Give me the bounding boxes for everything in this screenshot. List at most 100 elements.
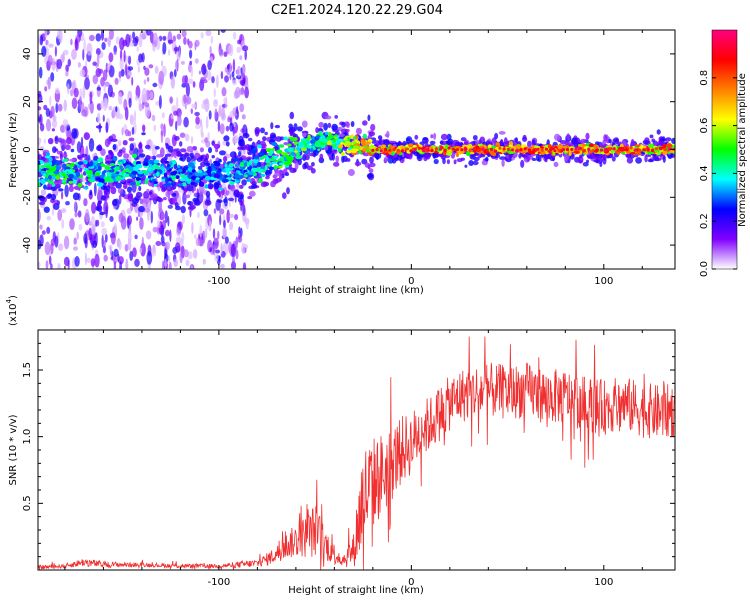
spectrogram-mark-3601 xyxy=(375,148,379,152)
spectrogram-mark-3646 xyxy=(566,147,570,152)
spectrogram-mark-791 xyxy=(236,106,239,115)
spectrogram-mark-860 xyxy=(74,211,78,218)
spectrogram-mark-341 xyxy=(165,229,170,237)
spectrogram-mark-1150 xyxy=(81,153,88,158)
spectrogram-mark-160 xyxy=(228,200,231,208)
spectrogram-mark-888 xyxy=(103,240,106,248)
spectrogram-mark-781 xyxy=(109,30,114,40)
spectrogram-mark-825 xyxy=(139,247,143,254)
spectrogram-mark-561 xyxy=(88,227,92,241)
colorbar-ticks: 0.0 0.2 0.4 0.6 0.8 xyxy=(699,70,737,277)
spectrogram-mark-3625 xyxy=(477,148,481,152)
spectrogram-mark-1294 xyxy=(254,127,261,135)
spectrogram-mark-874 xyxy=(164,259,167,269)
spectrogram-mark-117 xyxy=(244,49,247,61)
spectrogram-mark-2883 xyxy=(204,184,209,189)
spectrogram-mark-476 xyxy=(77,62,81,68)
spectrogram-mark-1849 xyxy=(163,197,167,201)
spectrogram-mark-598 xyxy=(194,42,197,51)
spectrogram-mark-1856 xyxy=(327,122,332,129)
spectrogram-mark-3508 xyxy=(271,142,278,147)
spectrogram-mark-1110 xyxy=(115,182,122,189)
spectrogram-mark-2116 xyxy=(219,208,225,215)
spectrogram-mark-500 xyxy=(55,102,59,114)
spectrogram-mark-3038 xyxy=(48,157,53,162)
spectrogram-mark-425 xyxy=(38,208,41,223)
spectrogram-mark-3626 xyxy=(481,147,485,151)
spectrogram-mark-2219 xyxy=(179,157,183,161)
spectrogram-mark-3586 xyxy=(44,177,49,182)
spectrogram-mark-3585 xyxy=(40,164,46,169)
spectrogram-mark-3517 xyxy=(178,168,183,173)
spectrogram-mark-3669 xyxy=(663,147,667,151)
spectrogram-mark-582 xyxy=(144,102,150,108)
spectrogram-mark-3202 xyxy=(337,144,343,149)
spectrogram-mark-3242 xyxy=(381,144,387,149)
spectrogram-mark-3534 xyxy=(130,174,137,178)
spectrogram-mark-667 xyxy=(67,83,70,95)
spectrogram-mark-815 xyxy=(154,65,159,74)
spectrogram-mark-1581 xyxy=(362,120,368,126)
spectrogram-mark-43 xyxy=(232,31,237,40)
spectrogram-mark-844 xyxy=(182,192,187,205)
spectrogram-mark-696 xyxy=(145,30,152,36)
snr-multiplier: (x104) xyxy=(5,295,19,326)
spectrogram-mark-2253 xyxy=(274,171,281,177)
spectrogram-mark-1637 xyxy=(62,154,68,158)
spectrogram-mark-2443 xyxy=(97,157,104,163)
spectrogram-mark-3432 xyxy=(447,151,453,156)
spectrogram-mark-278 xyxy=(195,116,200,126)
spectrogram-mark-2374 xyxy=(340,151,345,157)
spectrogram-mark-315 xyxy=(65,201,70,206)
snr-panel: -100 0 100 0.5 1.0 1.5 Height of straight lin… xyxy=(5,295,676,596)
spectrogram-mark-3035 xyxy=(175,175,180,180)
spectrogram-mark-3313 xyxy=(515,144,521,149)
spectrogram-xtick-label-0: -100 xyxy=(208,276,231,287)
spectrogram-mark-385 xyxy=(168,254,171,264)
spectrogram-mark-3518 xyxy=(353,136,357,140)
spectrogram-mark-662 xyxy=(153,124,156,132)
spectrogram-mark-2754 xyxy=(346,149,352,154)
spectrogram-mark-3122 xyxy=(252,158,259,164)
spectrogram-mark-2150 xyxy=(577,155,584,164)
spectrogram-mark-3407 xyxy=(442,151,447,156)
spectrogram-mark-200 xyxy=(114,77,119,85)
spectrogram-mark-227 xyxy=(145,230,152,240)
spectrogram-mark-3454 xyxy=(315,135,321,139)
spectrogram-mark-3309 xyxy=(228,163,235,167)
spectrogram-mark-325 xyxy=(162,35,167,41)
spectrogram-mark-1610 xyxy=(89,189,93,196)
spectrogram-mark-3649 xyxy=(578,146,582,150)
spectrogram-mark-109 xyxy=(164,210,168,224)
colorbar-tick-label-1: 0.2 xyxy=(699,213,710,229)
spectrogram-mark-3498 xyxy=(337,138,344,142)
spectrogram-mark-3429 xyxy=(77,183,83,188)
spectrogram-mark-1632 xyxy=(238,151,242,157)
spectrogram-axes: -100 0 100 -40 -20 0 20 40 xyxy=(22,30,675,287)
spectrogram-mark-1151 xyxy=(139,198,144,205)
spectrogram-mark-159 xyxy=(191,221,194,234)
spectrogram-mark-3413 xyxy=(137,170,144,175)
spectrogram-mark-3521 xyxy=(149,159,153,165)
spectrogram-mark-126 xyxy=(192,248,198,259)
spectrogram-mark-854 xyxy=(90,215,96,228)
spectrogram-mark-702 xyxy=(229,122,234,132)
spectrogram-mark-1620 xyxy=(180,205,186,214)
spectrogram-mark-803 xyxy=(113,260,117,269)
spectrogram-mark-3667 xyxy=(654,147,659,151)
spectrogram-mark-1229 xyxy=(369,162,376,168)
spectrogram-mark-93 xyxy=(135,85,141,99)
spectrogram-mark-293 xyxy=(224,75,229,83)
spectrogram-mark-343 xyxy=(43,104,48,111)
spectrogram-mark-674 xyxy=(131,126,135,135)
spectrogram-mark-731 xyxy=(88,138,95,152)
spectrogram-mark-1076 xyxy=(54,136,58,142)
spectrogram-mark-2606 xyxy=(233,157,239,162)
spectrogram-mark-779 xyxy=(242,45,249,52)
spectrogram-mark-563 xyxy=(139,216,143,227)
spectrogram-mark-3266 xyxy=(455,152,460,158)
spectrogram-mark-2218 xyxy=(422,137,429,141)
spectrogram-mark-217 xyxy=(143,79,147,85)
spectrogram-mark-452 xyxy=(50,263,53,269)
spectrogram-mark-790 xyxy=(110,232,116,245)
